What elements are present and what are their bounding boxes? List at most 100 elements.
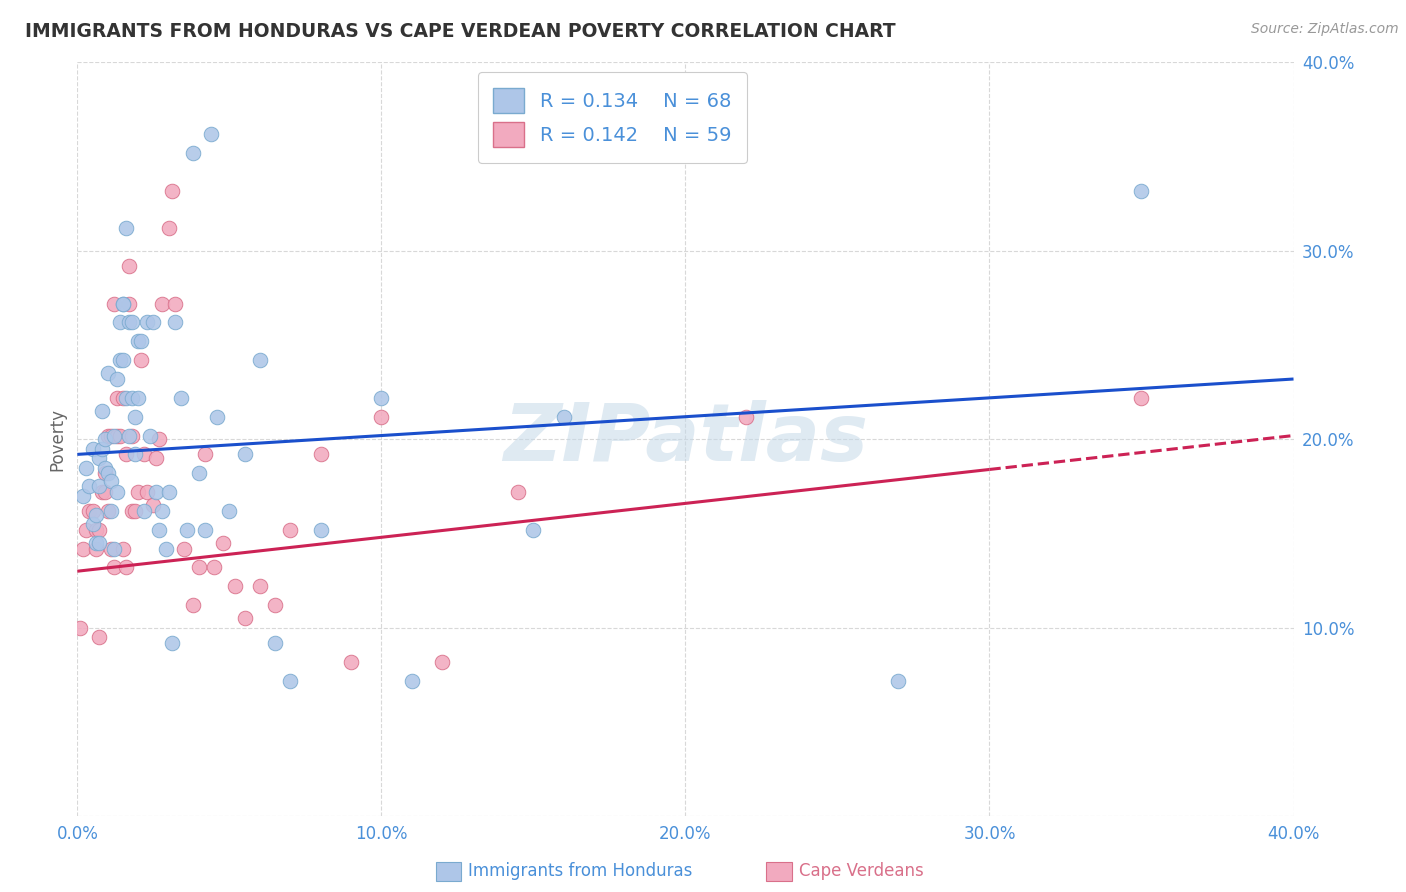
- Point: [264, 598, 287, 612]
- Point: [103, 560, 125, 574]
- Point: [134, 504, 156, 518]
- Point: [79, 504, 101, 518]
- Point: [163, 296, 186, 310]
- Point: [108, 353, 131, 368]
- Point: [93, 433, 115, 447]
- Point: [264, 636, 287, 650]
- Point: [93, 467, 115, 481]
- Point: [121, 316, 143, 330]
- Point: [84, 536, 107, 550]
- Point: [111, 353, 134, 368]
- Point: [90, 485, 112, 500]
- Point: [108, 316, 131, 330]
- Point: [205, 409, 228, 424]
- Point: [249, 579, 271, 593]
- Point: [118, 259, 141, 273]
- Point: [84, 508, 107, 522]
- Point: [170, 391, 193, 405]
- Point: [163, 316, 186, 330]
- Point: [145, 485, 167, 500]
- Point: [181, 145, 204, 160]
- Point: [160, 184, 183, 198]
- Point: [522, 523, 544, 537]
- Point: [118, 316, 141, 330]
- Text: Immigrants from Honduras: Immigrants from Honduras: [468, 863, 693, 880]
- Point: [224, 579, 246, 593]
- Point: [309, 447, 332, 461]
- Point: [121, 391, 143, 405]
- Point: [87, 479, 110, 493]
- Point: [79, 479, 101, 493]
- Point: [152, 296, 174, 310]
- Point: [1130, 184, 1153, 198]
- Point: [115, 447, 138, 461]
- Point: [148, 433, 170, 447]
- Point: [105, 428, 128, 442]
- Point: [84, 541, 107, 556]
- Point: [148, 523, 170, 537]
- Point: [553, 409, 575, 424]
- Point: [121, 428, 143, 442]
- Point: [103, 428, 125, 442]
- Point: [121, 504, 143, 518]
- Point: [87, 536, 110, 550]
- Point: [90, 404, 112, 418]
- Point: [176, 523, 198, 537]
- Point: [249, 353, 271, 368]
- Point: [111, 296, 134, 310]
- Text: ZIPatlas: ZIPatlas: [503, 401, 868, 478]
- Point: [100, 504, 122, 518]
- Point: [103, 541, 125, 556]
- Point: [278, 523, 301, 537]
- Point: [87, 451, 110, 466]
- Point: [75, 523, 97, 537]
- Point: [87, 523, 110, 537]
- Point: [118, 296, 141, 310]
- Point: [103, 296, 125, 310]
- Point: [401, 673, 423, 688]
- Text: Cape Verdeans: Cape Verdeans: [799, 863, 924, 880]
- Point: [278, 673, 301, 688]
- Point: [139, 428, 162, 442]
- Point: [100, 428, 122, 442]
- Point: [93, 485, 115, 500]
- Point: [82, 442, 104, 456]
- Point: [93, 460, 115, 475]
- Text: IMMIGRANTS FROM HONDURAS VS CAPE VERDEAN POVERTY CORRELATION CHART: IMMIGRANTS FROM HONDURAS VS CAPE VERDEAN…: [25, 22, 896, 41]
- Point: [72, 489, 94, 503]
- Text: Source: ZipAtlas.com: Source: ZipAtlas.com: [1251, 22, 1399, 37]
- Point: [508, 485, 530, 500]
- Point: [233, 447, 256, 461]
- Point: [97, 428, 120, 442]
- Point: [111, 296, 134, 310]
- Point: [188, 467, 211, 481]
- Point: [370, 391, 392, 405]
- Point: [105, 485, 128, 500]
- Point: [75, 460, 97, 475]
- Point: [115, 560, 138, 574]
- Point: [194, 523, 217, 537]
- Point: [129, 334, 152, 349]
- Point: [212, 536, 235, 550]
- Point: [735, 409, 758, 424]
- Point: [105, 372, 128, 386]
- Point: [84, 523, 107, 537]
- Point: [160, 636, 183, 650]
- Point: [136, 316, 159, 330]
- Point: [134, 447, 156, 461]
- Point: [69, 621, 91, 635]
- Point: [887, 673, 910, 688]
- Point: [129, 353, 152, 368]
- Point: [124, 447, 146, 461]
- Point: [82, 504, 104, 518]
- Point: [105, 391, 128, 405]
- Point: [173, 541, 195, 556]
- Point: [90, 442, 112, 456]
- Point: [200, 127, 222, 141]
- Point: [157, 221, 180, 235]
- Point: [155, 541, 177, 556]
- Point: [108, 428, 131, 442]
- Y-axis label: Poverty: Poverty: [48, 408, 66, 471]
- Point: [145, 451, 167, 466]
- Point: [118, 428, 141, 442]
